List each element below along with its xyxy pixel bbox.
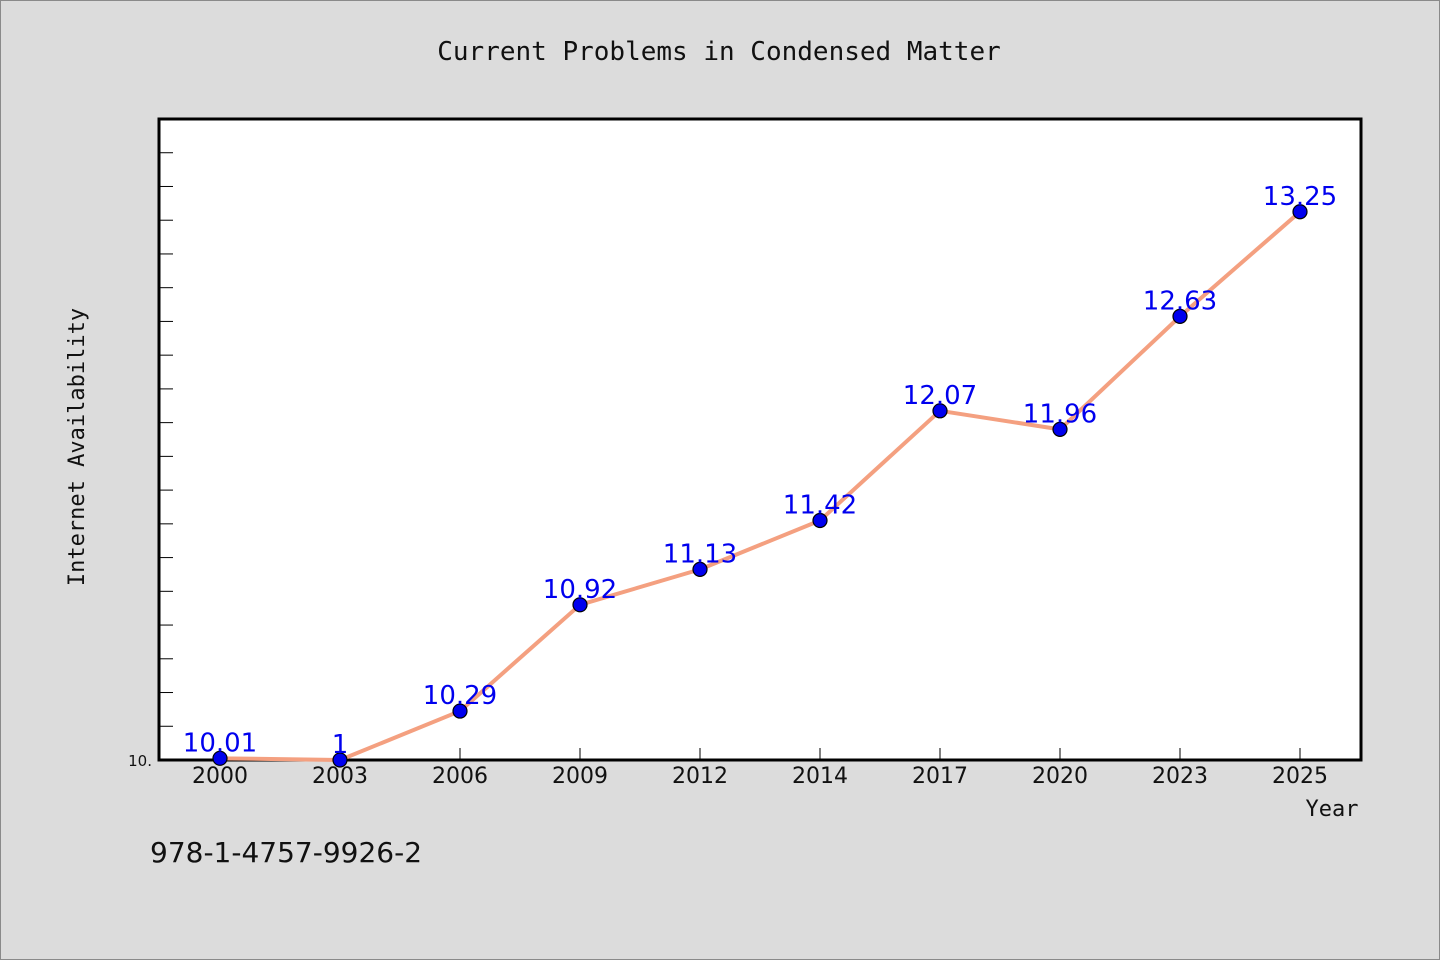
isbn-text: 978-1-4757-9926-2 (150, 836, 422, 869)
data-point (452, 703, 468, 719)
data-point (1172, 308, 1188, 324)
x-axis-ticks (219, 748, 1301, 760)
y-tick-label: 10. (128, 752, 152, 770)
x-tick-label: 2000 (192, 764, 248, 789)
data-point (692, 561, 708, 577)
data-label: 13.25 (1263, 182, 1337, 212)
data-point (212, 750, 228, 766)
data-label: 12.63 (1143, 286, 1217, 316)
y-axis-label: Internet Availability (65, 308, 90, 586)
x-tick-label: 2014 (792, 764, 848, 789)
x-tick-label: 2023 (1152, 764, 1208, 789)
chart-title: Current Problems in Condensed Matter (437, 37, 1001, 67)
series-line-group (218, 209, 1302, 762)
data-label: 11.96 (1023, 399, 1097, 429)
data-label: 10.92 (543, 575, 617, 605)
data-point (1292, 204, 1308, 220)
x-tick-label: 2020 (1032, 764, 1088, 789)
x-tick-label: 2012 (672, 764, 728, 789)
series-line (218, 209, 1302, 762)
data-point (332, 752, 348, 768)
x-tick-label: 2003 (312, 764, 368, 789)
data-point (1052, 421, 1068, 437)
data-label: 11.13 (663, 539, 737, 569)
data-point (812, 512, 828, 529)
data-point (572, 597, 588, 613)
x-tick-label: 2006 (432, 764, 488, 789)
plot-area (157, 117, 1363, 762)
x-tick-label: 2009 (552, 764, 608, 789)
x-tick-label: 2017 (912, 764, 968, 789)
data-label: 10.01 (183, 728, 257, 758)
series-markers (212, 204, 1308, 768)
x-tick-label: 2025 (1272, 764, 1328, 789)
data-label: 12.07 (903, 381, 977, 411)
x-axis-tick-labels: 2000 2003 2006 2009 2012 2014 2017 2020 2023 2025 (192, 764, 1328, 789)
y-axis-ticks (159, 152, 173, 727)
x-axis-label: Year (1306, 797, 1359, 822)
data-point (932, 403, 948, 419)
data-label: 11.42 (783, 490, 857, 520)
data-label: 10.29 (423, 681, 497, 711)
data-label: 1 (332, 730, 349, 760)
data-labels: 10.01 1 10.29 10.92 11.13 11.42 12.07 11.96 12.6… (183, 182, 1337, 760)
